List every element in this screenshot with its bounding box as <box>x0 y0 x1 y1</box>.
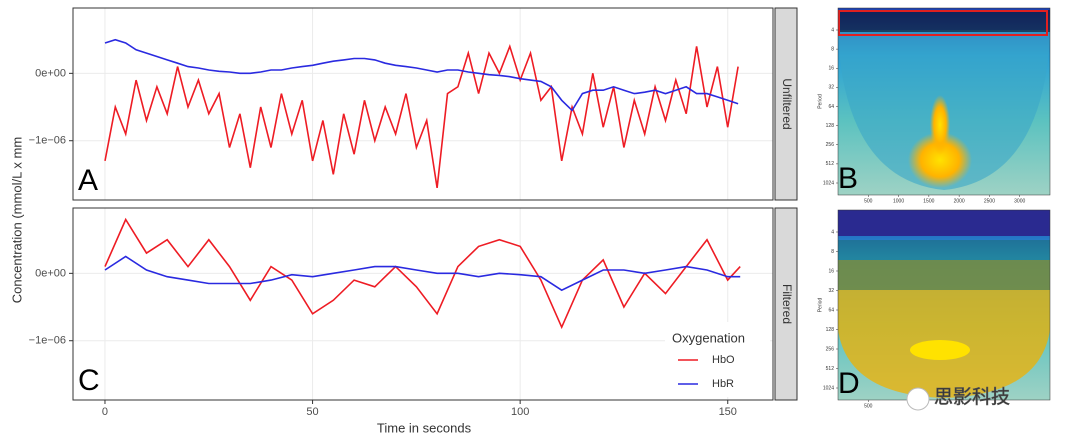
panel <box>73 8 773 200</box>
watermark-icon <box>906 387 930 411</box>
period-tick-label: 4 <box>831 27 834 33</box>
frame <box>837 7 1051 196</box>
band <box>838 240 1050 290</box>
panel-letter: A <box>78 164 98 197</box>
wx-tick-label: 2000 <box>954 198 965 204</box>
panel-letter: D <box>838 367 860 400</box>
legend-label: HbO <box>712 354 735 366</box>
period-tick-label: 8 <box>831 46 834 52</box>
hotspot <box>930 95 950 155</box>
x-tick-label: 100 <box>511 406 529 418</box>
hotspot <box>910 340 970 360</box>
line-hbr <box>104 255 741 292</box>
wx-tick-label: 500 <box>864 198 873 204</box>
period-tick-label: 32 <box>828 85 834 91</box>
strip <box>774 7 798 201</box>
panel <box>73 208 773 400</box>
period-tick-label: 64 <box>828 307 834 313</box>
cone <box>838 260 1050 398</box>
y-tick-label: −1e−06 <box>29 335 66 347</box>
period-tick-label: 4 <box>831 229 834 235</box>
x-tick-label: 0 <box>102 406 108 418</box>
line-hbo <box>104 217 741 330</box>
line-hbo <box>104 43 739 189</box>
period-tick-label: 128 <box>826 327 835 333</box>
period-tick-label: 1024 <box>823 385 834 391</box>
frame <box>837 209 1051 401</box>
watermark: 思影科技 <box>934 386 1010 408</box>
period-tick-label: 256 <box>826 346 835 352</box>
strip-label: Unfiltered <box>780 78 794 129</box>
period-tick-label: 8 <box>831 249 834 255</box>
period-label: Period <box>817 298 823 313</box>
wx-tick-label: 1000 <box>893 198 904 204</box>
panel-border <box>72 207 774 401</box>
period-tick-label: 512 <box>826 366 835 372</box>
period-tick-label: 16 <box>828 66 834 72</box>
panel-letter: B <box>838 162 858 195</box>
y-axis-label: Concentration (mmol/L x mm <box>9 137 24 303</box>
y-tick-label: 0e+00 <box>35 267 66 279</box>
wx-tick-label: 500 <box>864 403 873 409</box>
hotspot <box>908 132 972 188</box>
wx-tick-label: 2500 <box>984 198 995 204</box>
wx-tick-label: 3000 <box>1014 198 1025 204</box>
legend-title: Oxygenation <box>672 330 745 345</box>
wx-tick-label: 1500 <box>923 198 934 204</box>
y-tick-label: 0e+00 <box>35 67 66 79</box>
period-label: Period <box>817 94 823 109</box>
period-tick-label: 512 <box>826 161 835 167</box>
period-tick-label: 64 <box>828 104 834 110</box>
band <box>838 210 1050 236</box>
x-tick-label: 50 <box>306 406 318 418</box>
strip <box>774 207 798 401</box>
period-tick-label: 1024 <box>823 180 834 186</box>
legend-label: HbR <box>712 378 734 390</box>
highlight-box <box>838 10 1048 36</box>
panel-letter: C <box>78 364 100 397</box>
period-tick-label: 16 <box>828 268 834 274</box>
line-hbr <box>104 38 739 112</box>
period-tick-label: 32 <box>828 288 834 294</box>
strip-label: Filtered <box>780 284 794 324</box>
panel-border <box>72 7 774 201</box>
y-tick-label: −1e−06 <box>29 135 66 147</box>
period-tick-label: 256 <box>826 142 835 148</box>
x-axis-label: Time in seconds <box>377 420 472 435</box>
x-tick-label: 150 <box>719 406 737 418</box>
band <box>838 10 1050 32</box>
period-tick-label: 128 <box>826 123 835 129</box>
